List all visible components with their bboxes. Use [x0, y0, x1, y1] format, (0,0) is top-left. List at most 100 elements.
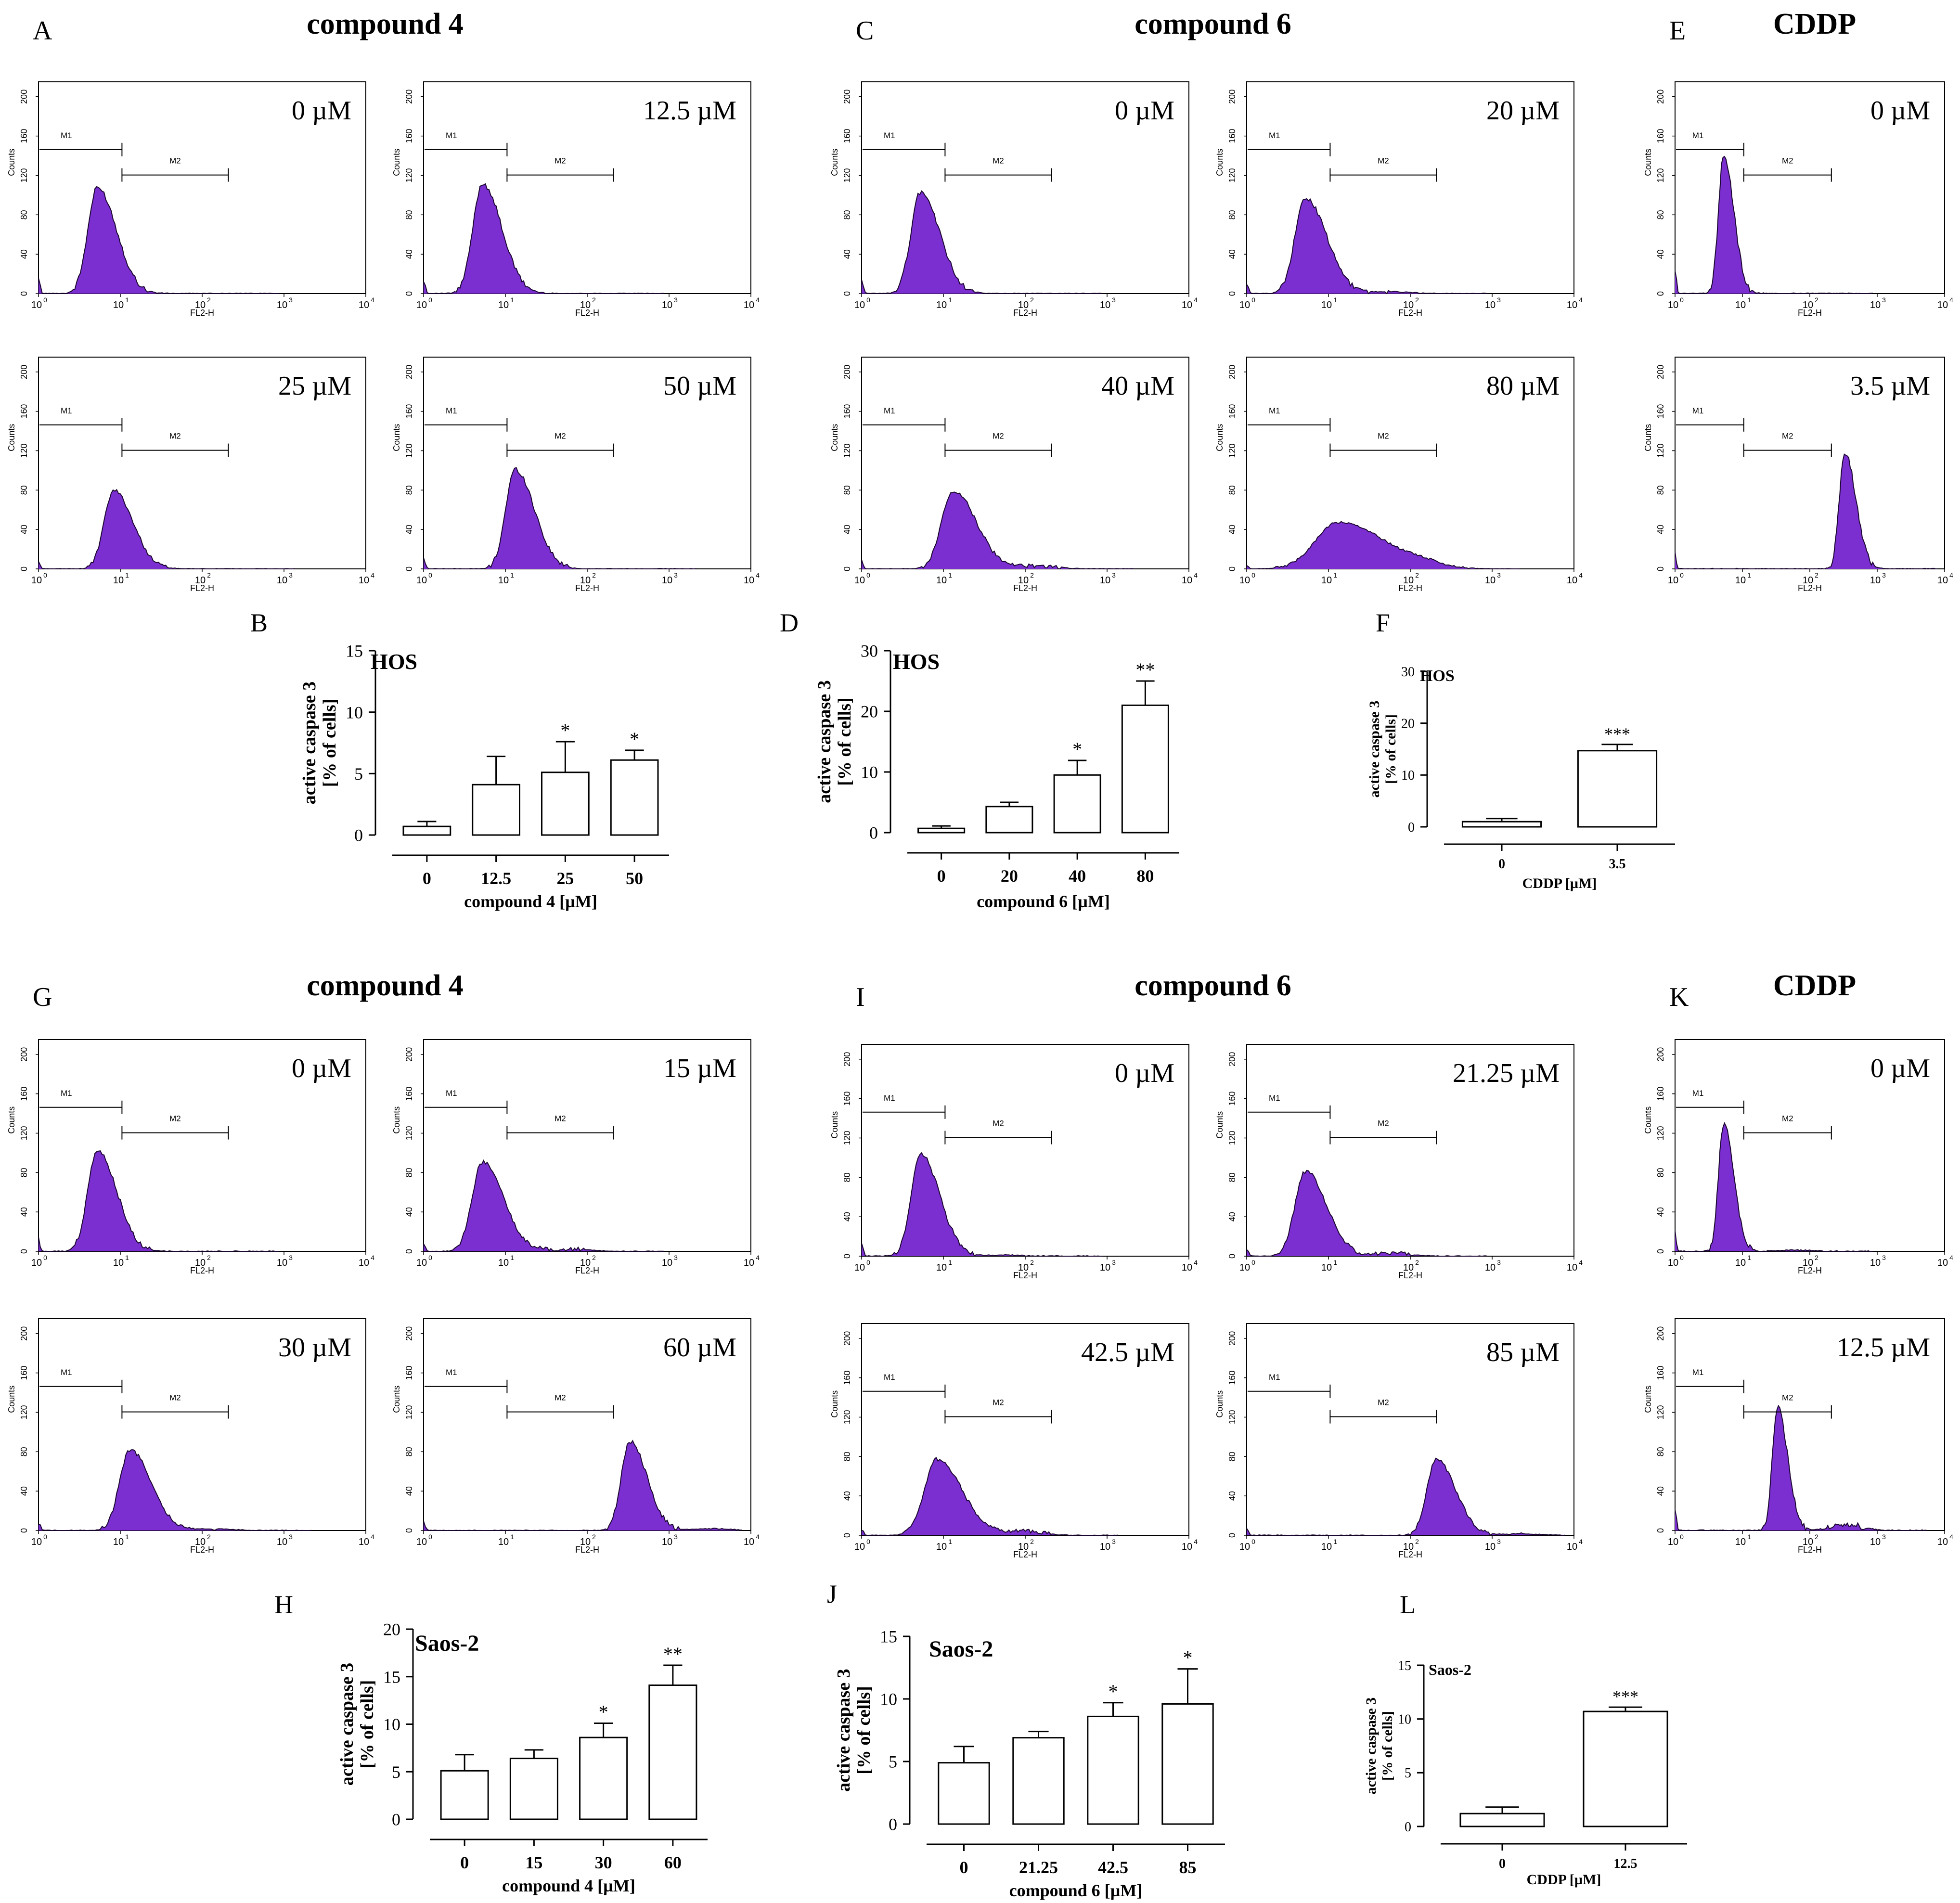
x-tick-label: 10 [1668, 1537, 1678, 1547]
x-tick-label: 10 [854, 1262, 865, 1273]
x-tick-label: 10 [1182, 300, 1192, 310]
y-tick-label: 80 [404, 485, 414, 495]
x-tick-label: 10 [662, 1537, 672, 1547]
x-tick-exponent: 3 [1882, 1533, 1886, 1541]
gate-m2-label: M2 [993, 432, 1004, 441]
fl2-histogram-outline [1675, 1122, 1873, 1252]
y-tick-label: 80 [842, 1452, 852, 1461]
x-axis-label: FL2-H [190, 308, 214, 318]
x-axis-label: FL2-H [1398, 308, 1422, 318]
y-tick-label: 200 [1656, 1047, 1665, 1062]
bar [938, 1762, 990, 1825]
fl2-histogram-outline [423, 1440, 742, 1531]
y-axis-label: Counts [830, 424, 839, 451]
bar [1161, 1703, 1214, 1825]
fl2-histogram [1675, 156, 1873, 294]
y-axis-label: active caspase 3 [1367, 701, 1382, 798]
x-axis-label: FL2-H [190, 1545, 214, 1555]
x-tick-label: 30 [595, 1853, 612, 1872]
y-tick-label: 0 [1227, 291, 1237, 296]
x-tick-label: 10 [1018, 575, 1029, 586]
gate-m1-label: M1 [884, 131, 895, 140]
y-tick-label: 160 [1227, 404, 1237, 419]
x-axis-label: FL2-H [1013, 1271, 1037, 1280]
significance-stars: ** [1135, 659, 1155, 681]
x-tick-exponent: 0 [866, 571, 870, 579]
x-tick-exponent: 2 [1415, 1259, 1419, 1266]
x-tick-exponent: 1 [125, 1254, 129, 1261]
x-tick-exponent: 1 [1747, 1533, 1751, 1541]
x-tick-label: 10 [195, 300, 206, 310]
fl2-histogram-outline [1246, 1170, 1487, 1257]
y-tick-label: 80 [19, 210, 29, 219]
x-tick-exponent: 3 [674, 1533, 678, 1541]
y-tick-label: 80 [842, 210, 852, 219]
y-tick-label: 40 [1227, 525, 1237, 534]
y-axis-label: Counts [392, 1106, 401, 1134]
x-axis-label: FL2-H [575, 1545, 599, 1555]
gate-m1-label: M1 [61, 1089, 72, 1098]
x-tick-label: 10 [416, 1537, 427, 1547]
fl2-histogram-outline [861, 190, 1102, 295]
x-tick-exponent: 2 [1030, 1259, 1034, 1266]
y-tick-label: 120 [19, 168, 29, 182]
concentration-label: 0 µM [1115, 1058, 1174, 1088]
y-axis-label: Counts [1215, 424, 1225, 451]
y-tick-label: 0 [1656, 566, 1665, 571]
y-tick-label: 40 [19, 1207, 29, 1217]
x-tick-label: 50 [626, 869, 643, 888]
x-tick-exponent: 2 [207, 571, 211, 579]
x-tick-exponent: 4 [1579, 296, 1583, 304]
y-tick-label: 120 [1656, 443, 1665, 458]
fl2-histogram-outline [861, 491, 1135, 570]
x-tick-exponent: 4 [1194, 1538, 1198, 1545]
x-tick-label: 10 [1567, 1542, 1577, 1552]
y-tick-label: 160 [842, 404, 852, 419]
x-tick-label: 10 [1937, 575, 1948, 586]
fl2-histogram [862, 191, 1102, 294]
x-tick-exponent: 1 [510, 296, 514, 304]
y-axis-label: Counts [1643, 424, 1653, 451]
gate-m1-label: M1 [446, 131, 457, 140]
gate-m1-label: M1 [61, 1368, 72, 1377]
y-tick-label: 160 [1656, 1087, 1665, 1101]
x-tick-label: 10 [1403, 1542, 1414, 1552]
x-axis-label: FL2-H [1013, 1550, 1037, 1559]
concentration-label: 3.5 µM [1850, 371, 1930, 401]
y-tick-label: 120 [842, 168, 852, 182]
panel-letter: G [33, 982, 52, 1012]
x-tick-label: 10 [1182, 1262, 1192, 1273]
x-tick-exponent: 4 [756, 571, 760, 579]
x-tick-exponent: 4 [371, 296, 374, 304]
y-axis-label: Counts [392, 149, 401, 176]
y-axis-label: Counts [1643, 149, 1653, 176]
x-tick-label: 10 [744, 300, 754, 310]
x-tick-exponent: 1 [1333, 1259, 1337, 1266]
x-axis-label: FL2-H [1013, 308, 1037, 318]
x-tick-exponent: 1 [1747, 296, 1751, 304]
x-tick-label: 10 [277, 300, 287, 310]
fl2-histogram [1247, 521, 1520, 569]
x-tick-exponent: 4 [1949, 1533, 1953, 1541]
gate-m2-label: M2 [1782, 432, 1793, 441]
chart-title: HOS [1420, 667, 1455, 685]
x-tick-exponent: 4 [371, 571, 374, 579]
fl2-histogram-outline [1675, 453, 1937, 570]
fl2-histogram [39, 489, 295, 569]
y-tick-label: 200 [19, 365, 29, 379]
x-tick-label: 10 [1182, 1542, 1192, 1552]
x-tick-label: 10 [1803, 575, 1813, 586]
y-tick-label: 5 [354, 764, 363, 784]
y-tick-label: 0 [1227, 566, 1237, 571]
x-tick-label: 10 [31, 300, 42, 310]
group-title: CDDP [1773, 969, 1856, 1002]
y-axis-label: Counts [392, 424, 401, 451]
x-tick-exponent: 0 [1251, 296, 1255, 304]
y-tick-label: 160 [404, 404, 414, 419]
y-tick-label: 0 [404, 291, 414, 296]
y-tick-label: 40 [1656, 525, 1665, 534]
x-tick-label: 12.5 [1614, 1856, 1638, 1871]
y-axis-label: active caspase 3 [299, 681, 320, 804]
x-tick-label: 10 [662, 575, 672, 586]
panel-letter: K [1669, 982, 1689, 1012]
